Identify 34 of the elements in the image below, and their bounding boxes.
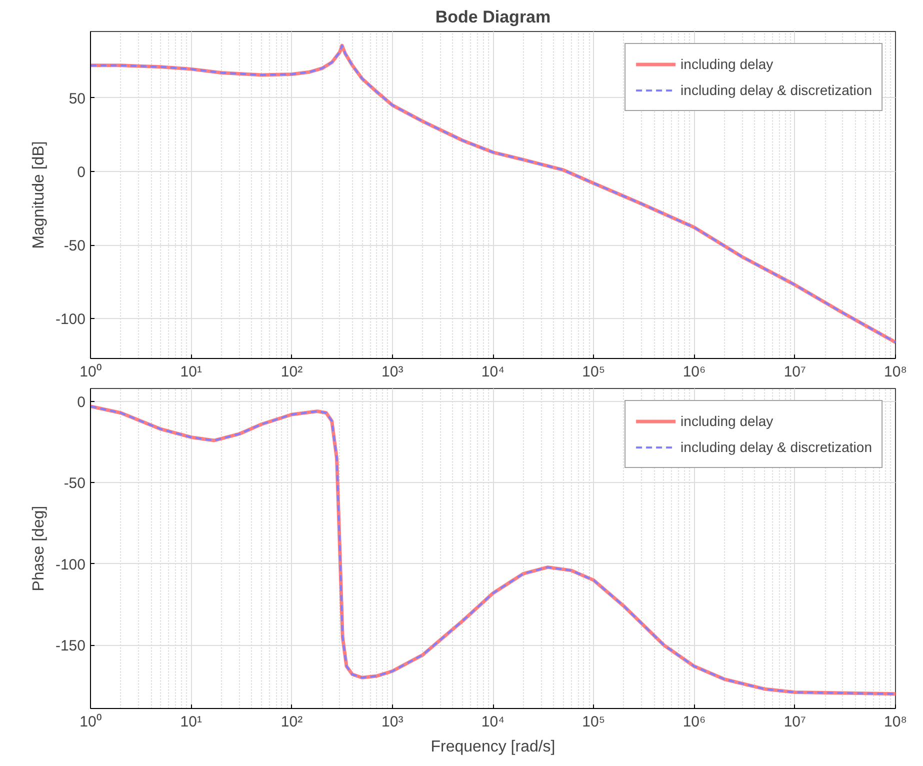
y-axis-title: Phase [deg] xyxy=(30,506,48,592)
x-axis-title: Frequency [rad/s] xyxy=(430,738,556,756)
y-tick-label: 0 xyxy=(77,394,86,411)
x-tick-label: 10⁷ xyxy=(784,714,806,730)
x-tick-label: 10⁶ xyxy=(682,714,706,730)
y-tick-label: -150 xyxy=(55,638,86,655)
x-tick-label: 10⁰ xyxy=(80,714,102,730)
x-tick-label: 10⁵ xyxy=(582,714,606,730)
y-tick-label: -100 xyxy=(55,311,86,328)
x-tick-label: 10⁴ xyxy=(481,364,505,380)
x-tick-label: 10⁴ xyxy=(481,714,505,730)
legend-label: including delay xyxy=(680,413,774,429)
x-tick-label: 10⁵ xyxy=(582,364,606,380)
y-tick-label: 0 xyxy=(77,164,86,181)
x-tick-label: 10⁶ xyxy=(682,364,706,380)
x-tick-label: 10¹ xyxy=(180,714,202,730)
x-tick-label: 10² xyxy=(280,714,303,730)
x-tick-label: 10² xyxy=(280,364,303,380)
y-tick-label: -50 xyxy=(64,238,86,255)
x-tick-label: 10⁸ xyxy=(884,714,908,730)
y-tick-label: 50 xyxy=(68,90,86,108)
x-tick-label: 10³ xyxy=(382,714,404,730)
x-tick-label: 10³ xyxy=(382,364,404,380)
legend-label: including delay & discretization xyxy=(680,439,872,455)
chart-title: Bode Diagram xyxy=(435,8,551,26)
x-tick-label: 10⁸ xyxy=(884,364,908,380)
x-tick-label: 10¹ xyxy=(180,364,202,380)
y-axis-title: Magnitude [dB] xyxy=(30,141,48,249)
y-tick-label: -100 xyxy=(55,556,86,574)
legend-label: including delay xyxy=(680,56,774,72)
x-tick-label: 10⁰ xyxy=(80,364,102,380)
y-tick-label: -50 xyxy=(64,475,86,492)
x-tick-label: 10⁷ xyxy=(784,364,806,380)
legend-label: including delay & discretization xyxy=(680,82,872,98)
